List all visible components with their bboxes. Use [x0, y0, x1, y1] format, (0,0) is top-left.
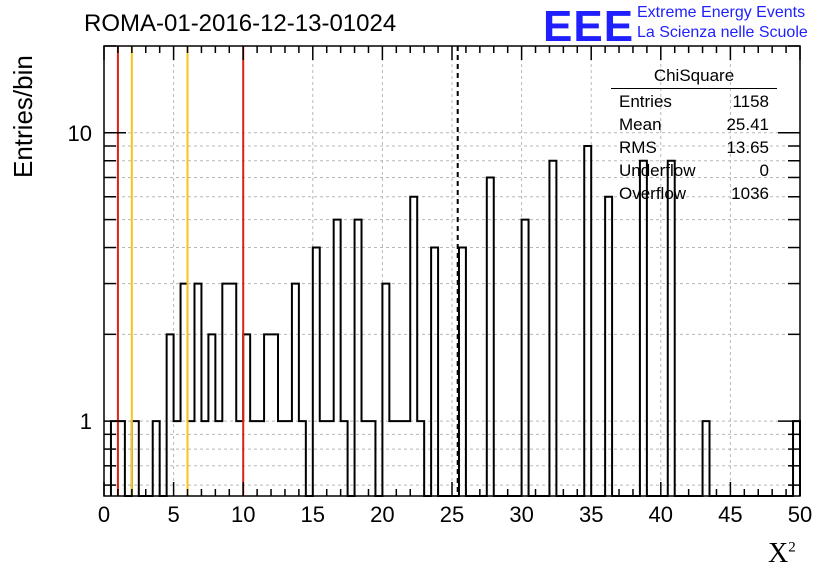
histogram-bin [368, 421, 375, 496]
histogram-bin [396, 421, 403, 496]
histogram-bin [292, 284, 299, 496]
histogram-bin [188, 421, 195, 496]
histogram-bin [118, 421, 125, 496]
stats-value: 1158 [732, 92, 769, 111]
histogram-bin [417, 421, 424, 496]
histogram-bin [313, 248, 320, 496]
histogram-bin [271, 334, 278, 496]
stats-value: 13.65 [726, 138, 769, 157]
histogram-bin [389, 421, 396, 496]
stats-label: RMS [619, 138, 657, 157]
y-axis-label: Entries/bin [8, 55, 38, 178]
stats-value: 25.41 [726, 115, 769, 134]
histogram-bin [403, 421, 410, 496]
histogram-bin [264, 334, 271, 496]
stats-box: ChiSquare Entries 1158 Mean 25.41 RMS 13.65… [611, 66, 777, 205]
chart-title: ROMA-01-2016-12-13-01024 [84, 10, 397, 37]
histogram-bin [181, 284, 188, 496]
x-tick-label: 35 [579, 502, 603, 527]
histogram-bin [243, 334, 250, 496]
histogram-bin [459, 248, 466, 496]
stats-value: 1036 [731, 184, 769, 203]
histogram-bin [334, 220, 341, 496]
x-tick-label: 20 [370, 502, 394, 527]
stats-title: ChiSquare [611, 66, 777, 89]
histogram-bin [208, 334, 215, 496]
histogram-bin [640, 161, 647, 496]
histogram-bin [410, 197, 417, 496]
histogram-bin [355, 220, 362, 496]
histogram-bin [257, 421, 264, 496]
eee-logo: EEE Extreme Energy Events La Scienza nel… [543, 2, 833, 51]
stats-value: 0 [759, 161, 769, 180]
stats-row-rms: RMS 13.65 [611, 136, 777, 159]
histogram-bin [153, 421, 160, 496]
histogram-bin [703, 421, 710, 496]
histogram-bin [668, 161, 675, 496]
x-tick-label: 15 [301, 502, 325, 527]
histogram-bin [250, 421, 257, 496]
y-tick-label: 10 [68, 121, 92, 146]
histogram-bin [285, 421, 292, 496]
x-tick-label: 10 [231, 502, 255, 527]
histogram-bin [320, 421, 327, 496]
histogram-bin [174, 421, 181, 496]
stats-row-mean: Mean 25.41 [611, 113, 777, 136]
x-tick-label: 45 [718, 502, 742, 527]
histogram-bin [278, 421, 285, 496]
histogram-bin [605, 197, 612, 496]
histogram-bin [229, 284, 236, 496]
histogram-bin [584, 146, 591, 496]
stats-row-underflow: Underflow 0 [611, 159, 777, 182]
histogram-bin [487, 177, 494, 496]
histogram-bin [382, 284, 389, 496]
logo-line-2: La Scienza nelle Scuole [637, 24, 808, 41]
y-tick-label: 1 [80, 409, 92, 434]
x-tick-label: 25 [440, 502, 464, 527]
histogram-bin [236, 421, 243, 496]
x-axis-label-symbol: X [768, 538, 789, 569]
histogram-bin [431, 248, 438, 496]
histogram-bin [341, 421, 348, 496]
histogram-bin [299, 421, 306, 496]
histogram-bin [549, 161, 556, 496]
logo-letters: EEE [543, 2, 635, 51]
histogram-bin [132, 421, 139, 496]
x-axis-label-superscript: 2 [788, 539, 796, 556]
x-axis-label: X2 [768, 538, 796, 570]
histogram-bin [167, 334, 174, 496]
histogram-bin [522, 220, 529, 496]
histogram-bin [327, 421, 334, 496]
x-tick-label: 30 [509, 502, 533, 527]
x-tick-label: 0 [98, 502, 110, 527]
x-axis-ticks: 0 5 10 15 20 25 30 35 40 45 50 [98, 46, 812, 527]
stats-label: Entries [619, 92, 672, 111]
stats-row-overflow: Overflow 1036 [611, 182, 777, 205]
stats-label: Underflow [619, 161, 696, 180]
histogram-bin [222, 284, 229, 496]
stats-label: Overflow [619, 184, 687, 203]
x-tick-label: 40 [649, 502, 673, 527]
stats-row-entries: Entries 1158 [611, 90, 777, 113]
histogram-bin [194, 284, 201, 496]
histogram-bin [362, 421, 369, 496]
histogram-bin [215, 421, 222, 496]
stats-label: Mean [619, 115, 662, 134]
logo-line-1: Extreme Energy Events [637, 4, 806, 21]
histogram-bin [201, 421, 208, 496]
x-tick-label: 5 [167, 502, 179, 527]
x-tick-label: 50 [788, 502, 812, 527]
y-axis-ticks: 1 10 [68, 45, 800, 486]
